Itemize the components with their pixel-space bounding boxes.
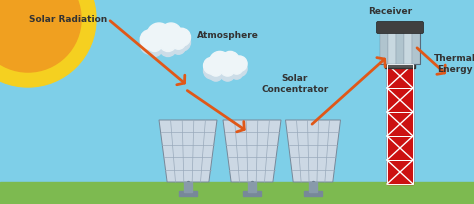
Text: Receiver: Receiver [368, 7, 412, 16]
Text: Solar
Concentrator: Solar Concentrator [261, 74, 328, 94]
Bar [412, 32, 420, 64]
Circle shape [231, 68, 243, 79]
Circle shape [147, 28, 171, 52]
Bar [387, 88, 413, 112]
Circle shape [172, 36, 185, 49]
Circle shape [231, 61, 247, 76]
Circle shape [147, 37, 162, 51]
Bar [396, 32, 404, 64]
Circle shape [173, 28, 191, 46]
Circle shape [0, 0, 81, 72]
Bar [404, 32, 412, 64]
Circle shape [173, 33, 191, 51]
Circle shape [160, 40, 176, 57]
Polygon shape [159, 120, 217, 182]
Circle shape [210, 63, 222, 76]
Circle shape [210, 56, 230, 77]
Circle shape [220, 62, 235, 76]
Bar [387, 88, 413, 112]
Circle shape [210, 51, 230, 72]
Circle shape [147, 23, 171, 47]
Text: Atmosphere: Atmosphere [197, 31, 259, 41]
Circle shape [203, 62, 220, 79]
Bar [309, 182, 317, 192]
Circle shape [220, 67, 235, 81]
Bar [184, 182, 192, 192]
Bar [387, 136, 413, 160]
Circle shape [161, 28, 182, 49]
Circle shape [221, 56, 239, 75]
Circle shape [210, 68, 222, 81]
Circle shape [160, 35, 176, 51]
Bar [387, 160, 413, 184]
Polygon shape [223, 120, 281, 182]
Bar [304, 191, 322, 196]
Text: Solar Radiation: Solar Radiation [29, 14, 107, 23]
Circle shape [140, 30, 160, 49]
Circle shape [203, 57, 220, 74]
Circle shape [221, 51, 239, 70]
Bar [179, 191, 197, 196]
Bar [387, 112, 413, 136]
FancyBboxPatch shape [376, 21, 423, 33]
Circle shape [0, 0, 96, 87]
Bar [0, 182, 474, 204]
Circle shape [147, 41, 162, 57]
Circle shape [140, 35, 160, 54]
Polygon shape [285, 120, 340, 182]
Bar [387, 160, 413, 184]
Bar [387, 64, 413, 88]
Bar [385, 60, 415, 68]
Circle shape [172, 41, 185, 54]
Text: Thermal
Energy: Thermal Energy [434, 54, 474, 74]
Bar [380, 32, 420, 64]
Circle shape [231, 62, 243, 74]
Bar [387, 136, 413, 160]
Bar [380, 32, 388, 64]
Bar [243, 191, 261, 196]
Circle shape [231, 56, 247, 72]
Bar [387, 112, 413, 136]
Bar [248, 182, 256, 192]
Bar [388, 32, 396, 64]
Circle shape [161, 23, 182, 44]
Bar [387, 64, 413, 88]
